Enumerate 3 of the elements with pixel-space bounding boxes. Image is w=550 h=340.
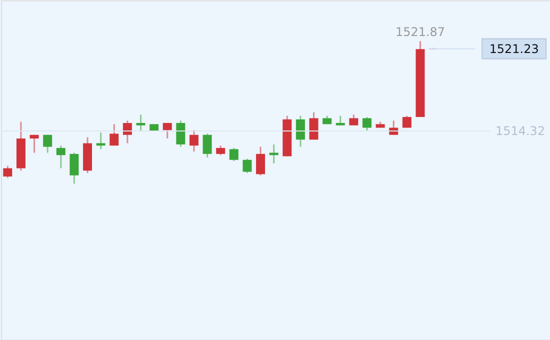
ref-line-label: 1514.32	[496, 124, 546, 138]
annotation: 1521.87	[395, 25, 445, 40]
ref-line-label: 1521.23	[489, 42, 539, 56]
